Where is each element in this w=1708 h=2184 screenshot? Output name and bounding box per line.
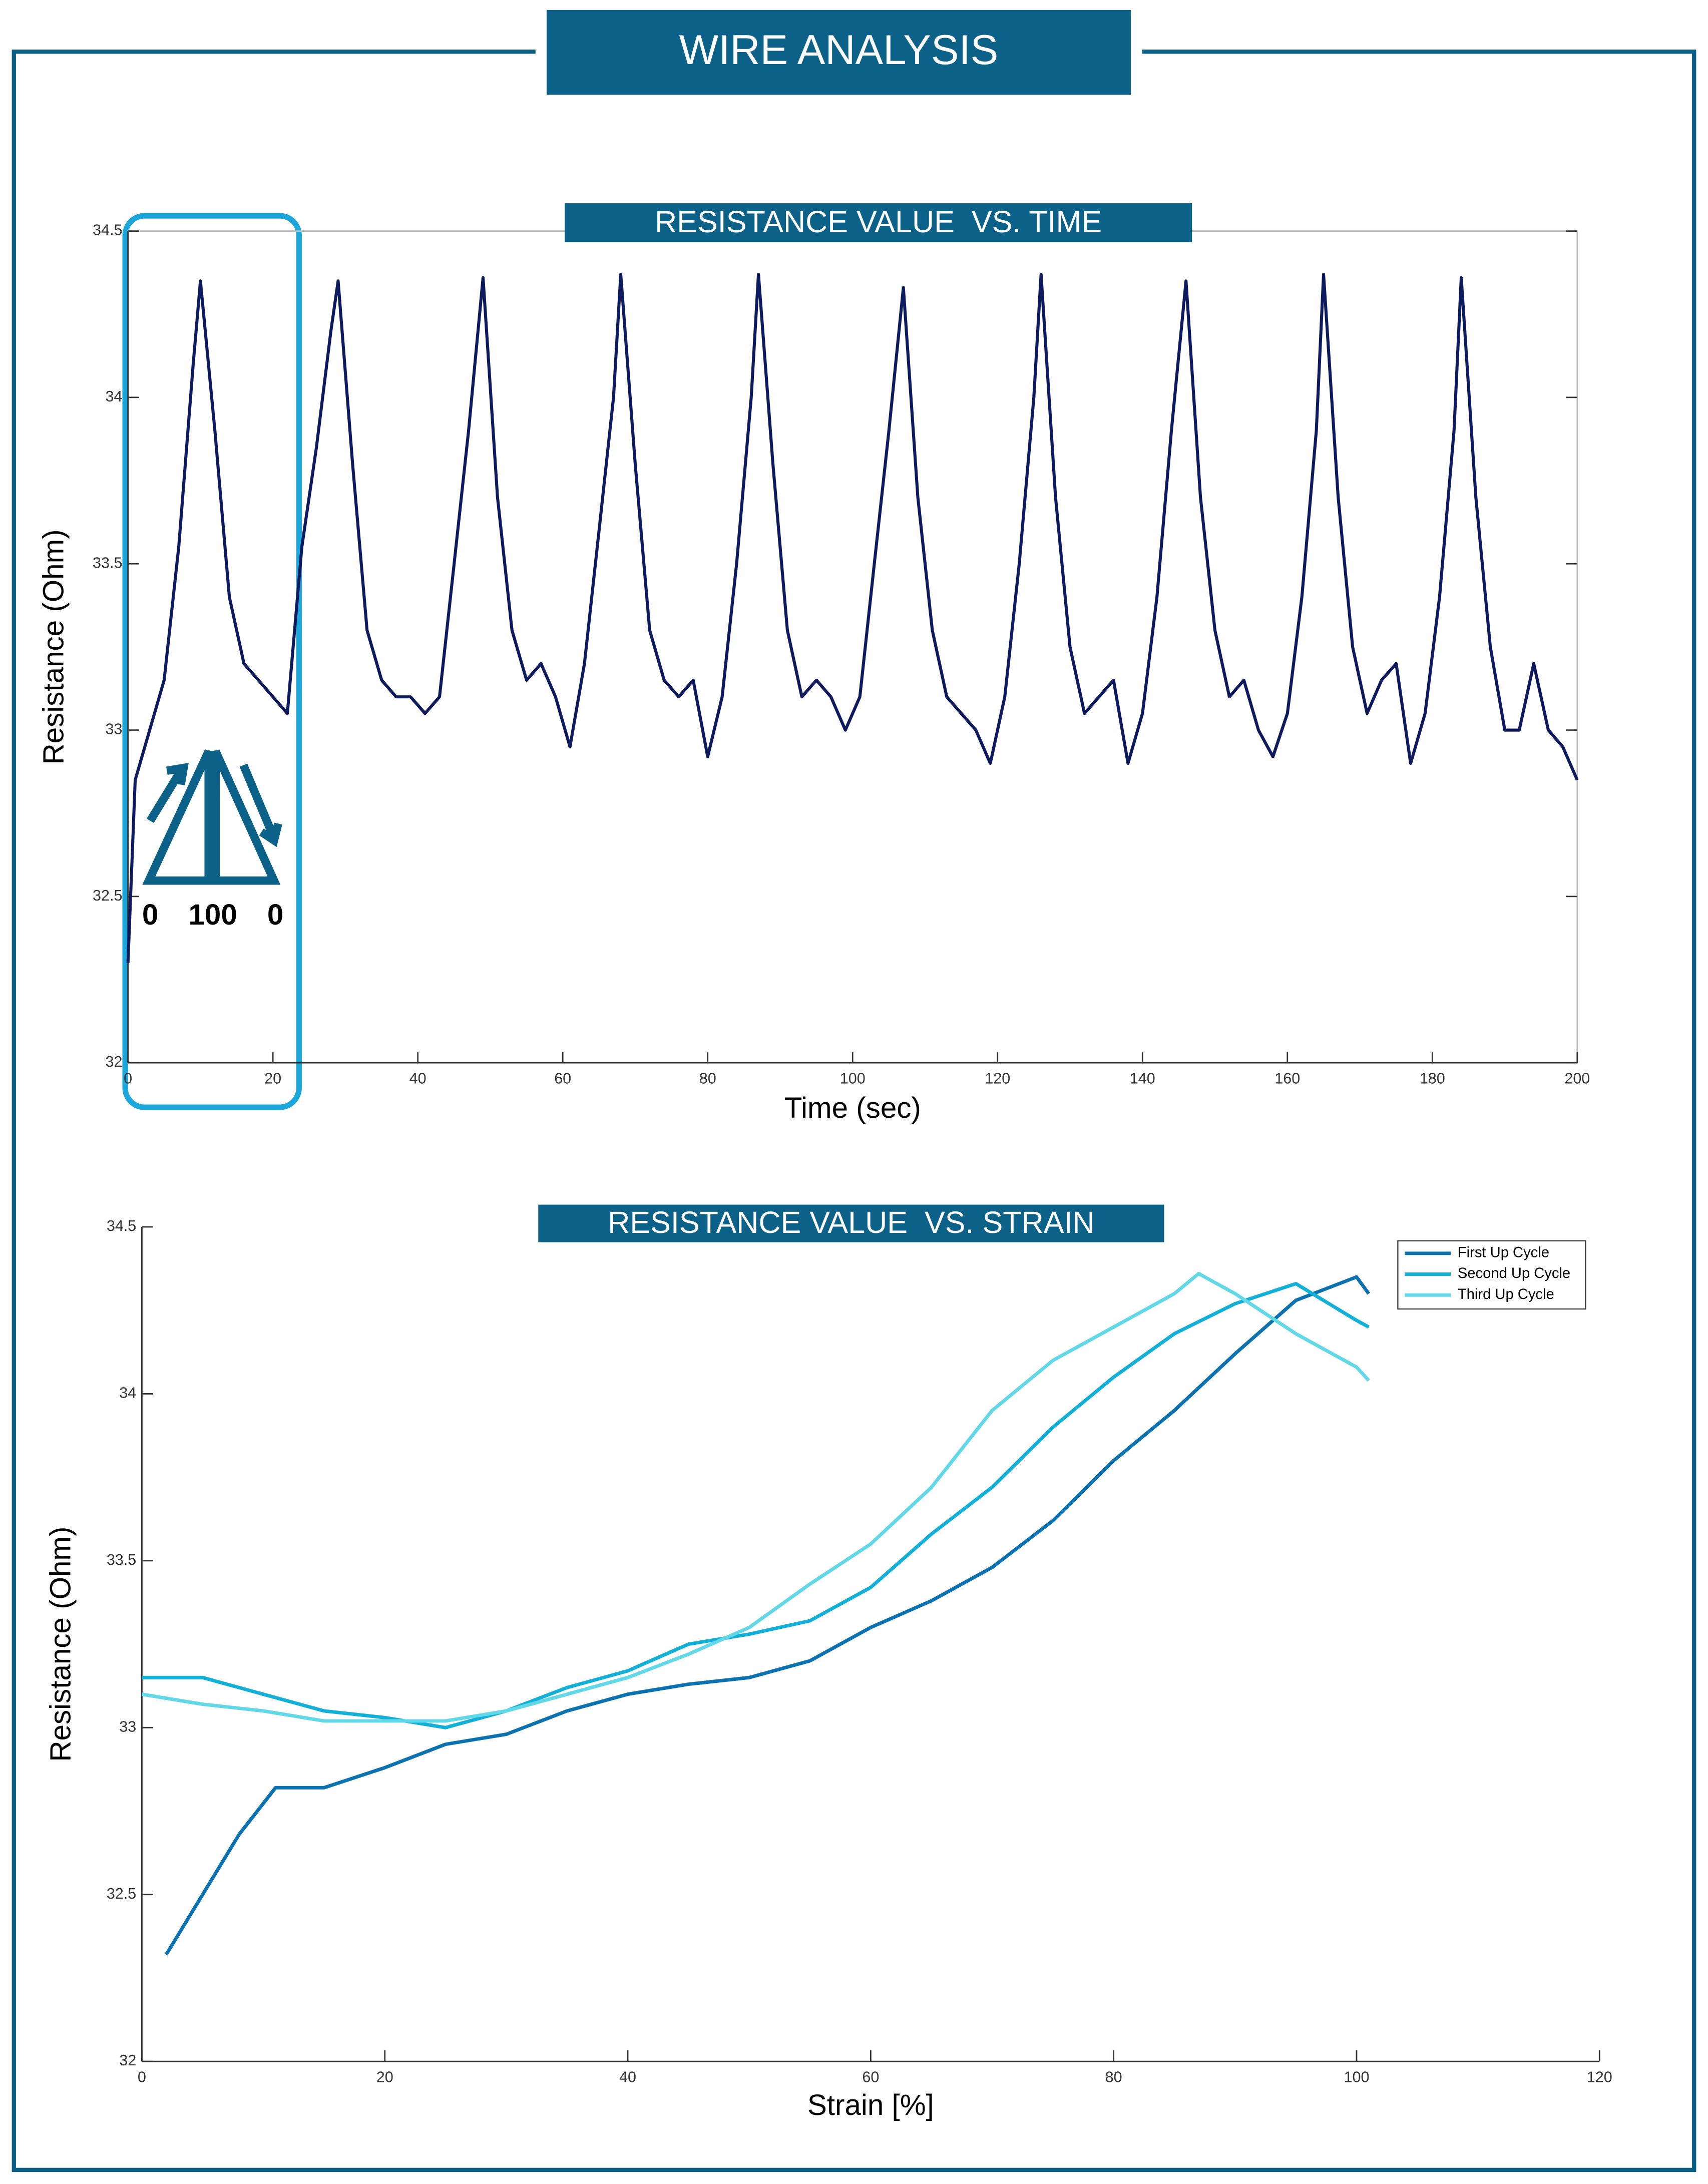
x-axis-label: Strain [%] [807,2089,934,2121]
x-tick-label: 80 [699,1070,716,1087]
x-tick-label: 140 [1130,1070,1155,1087]
cycle-label: 100 [188,899,237,931]
x-tick-label: 40 [619,2069,636,2086]
y-tick-label: 34.5 [93,222,122,239]
icon-arrow-down [239,763,282,847]
x-tick-label: 20 [264,1070,281,1087]
x-tick-label: 100 [1344,2069,1369,2086]
x-tick-label: 40 [409,1070,426,1087]
y-tick-label: 33 [119,1718,136,1735]
x-tick-label: 120 [1587,2069,1612,2086]
line [142,1281,1370,1729]
chart-title: RESISTANCE VALUE VS. STRAIN [608,1205,1094,1239]
legend-label: First Up Cycle [1458,1245,1549,1261]
cycle-label: 0 [142,899,158,931]
legend-label: Second Up Cycle [1458,1265,1570,1281]
x-tick-label: 60 [862,2069,879,2086]
y-tick-label: 34 [106,388,123,405]
x-tick-label: 180 [1420,1070,1445,1087]
y-tick-label: 34 [119,1385,136,1402]
y-tick-label: 32 [119,2052,136,2069]
x-tick-label: 100 [840,1070,866,1087]
line [126,272,1579,963]
y-tick-label: 32.5 [93,887,122,904]
y-axis-label: Resistance (Ohm) [38,529,70,764]
cycle-label: 0 [267,899,283,931]
x-tick-label: 80 [1105,2069,1122,2086]
y-tick-label: 32.5 [107,1885,136,1902]
line [165,1275,1371,1956]
x-tick-label: 0 [138,2069,146,2086]
x-tick-label: 60 [554,1070,571,1087]
chart-title: RESISTANCE VALUE VS. TIME [655,205,1102,239]
title-box [546,10,1131,95]
cycle-icon [142,749,282,885]
x-axis-label: Time (sec) [784,1092,921,1124]
icon-up [142,749,213,885]
chart-title-box [538,1204,1164,1242]
line [141,1271,1370,1723]
page-title: WIRE ANALYSIS [679,27,999,73]
x-tick-label: 200 [1564,1070,1590,1087]
legend-label: Third Up Cycle [1458,1286,1554,1302]
x-tick-label: 120 [985,1070,1010,1087]
icon-down [211,749,281,885]
x-tick-label: 0 [124,1070,132,1087]
chart-title-box [565,203,1192,242]
y-tick-label: 34.5 [107,1217,136,1234]
y-tick-label: 32 [106,1053,123,1070]
y-tick-label: 33.5 [93,554,122,571]
x-tick-label: 20 [376,2069,393,2086]
y-axis-label: Resistance (Ohm) [44,1527,77,1762]
y-tick-label: 33 [106,721,123,738]
icon-arrow-up [146,762,189,823]
y-tick-label: 33.5 [107,1551,136,1568]
x-tick-label: 160 [1274,1070,1300,1087]
cycle-highlight [122,213,302,1110]
